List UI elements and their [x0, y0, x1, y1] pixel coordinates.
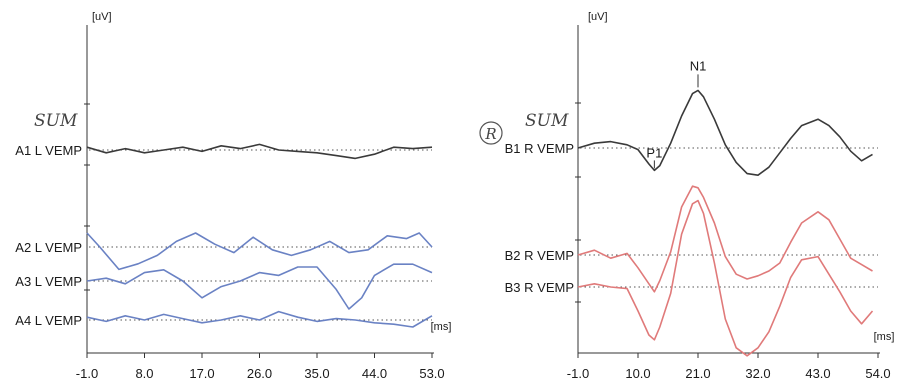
right-x-tick-label-2: 21.0: [685, 366, 710, 381]
left-x-tick-label-4: 35.0: [304, 366, 329, 381]
right-xlabel: [ms]: [874, 331, 895, 343]
right-trace-2: [577, 199, 874, 357]
right-series-label-2: B3 R VEMP: [505, 280, 574, 295]
left-ylabel: [uV]: [92, 11, 112, 23]
right-sum-label: SUM: [525, 111, 569, 131]
right-x-tick-label-1: 10.0: [625, 366, 650, 381]
right-series-label-0: B1 R VEMP: [505, 141, 574, 156]
right-x-tick-label-0: -1.0: [567, 366, 589, 381]
left-x-tick-label-6: 53.0: [419, 366, 444, 381]
left-series-label-2: A3 L VEMP: [15, 274, 82, 289]
left-x-tick-label-1: 8.0: [135, 366, 153, 381]
left-series-label-1: A2 L VEMP: [15, 240, 82, 255]
left-series-label-0: A1 L VEMP: [15, 143, 82, 158]
left-x-tick-label-2: 17.0: [189, 366, 214, 381]
left-x-tick-label-3: 26.0: [247, 366, 272, 381]
left-trace-2: [86, 263, 433, 310]
right-trace-0: [577, 89, 873, 176]
right-trace-1: [577, 185, 873, 293]
right-series-label-1: B2 R VEMP: [505, 248, 574, 263]
left-sum-label: SUM: [34, 111, 78, 131]
right-x-tick-label-3: 32.0: [745, 366, 770, 381]
right-r-circle-mark: [479, 121, 503, 145]
left-series-label-3: A4 L VEMP: [15, 313, 82, 328]
left-trace-1: [86, 232, 433, 271]
left-trace-3: [86, 310, 433, 328]
right-x-tick-label-5: 54.0: [865, 366, 890, 381]
left-xlabel: [ms]: [431, 321, 452, 333]
right-x-tick-label-4: 43.0: [805, 366, 830, 381]
left-x-tick-label-5: 44.0: [362, 366, 387, 381]
left-x-tick-label-0: -1.0: [76, 366, 98, 381]
right-ylabel: [uV]: [588, 11, 608, 23]
right-r-mark: R: [484, 125, 496, 143]
right-annotation-p1: P1: [646, 145, 662, 160]
right-annotation-n1: N1: [690, 58, 707, 73]
left-trace-0: [86, 143, 433, 160]
